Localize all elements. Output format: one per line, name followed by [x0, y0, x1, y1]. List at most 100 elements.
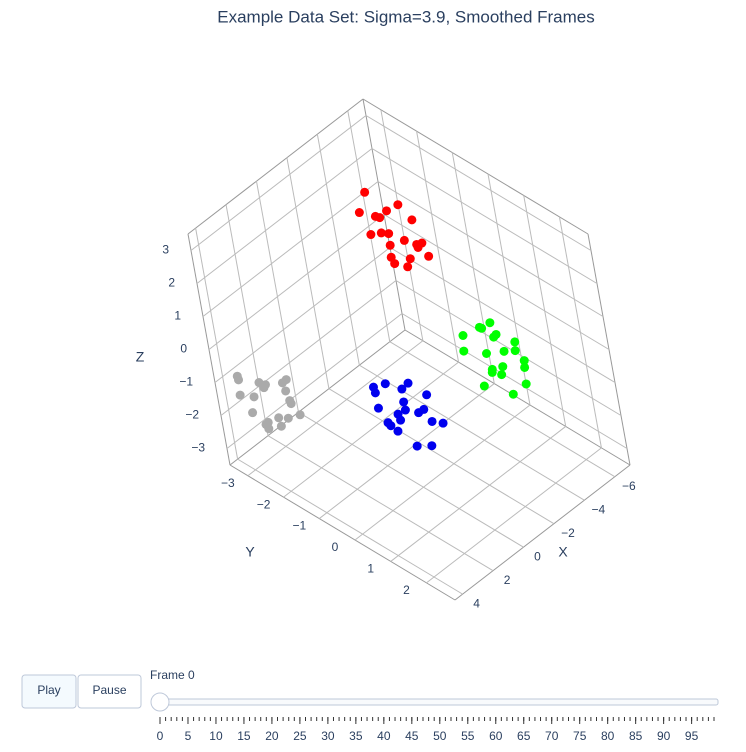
data-point — [382, 206, 392, 216]
grid-line — [426, 447, 602, 584]
z-tick-label: −1 — [179, 375, 193, 389]
slider-tick-label: 25 — [293, 729, 307, 743]
y-tick-label: −1 — [292, 519, 306, 533]
y-tick-label: 2 — [403, 583, 410, 597]
data-point — [249, 392, 259, 402]
grid-line — [247, 340, 424, 477]
x-tick-label: −2 — [561, 526, 575, 540]
data-point — [383, 418, 393, 428]
data-point — [485, 318, 495, 328]
slider-tick-label: 0 — [157, 729, 164, 743]
grid-line — [237, 458, 463, 595]
z-tick-label: 0 — [180, 342, 187, 356]
box-edge — [229, 464, 456, 601]
x-tick-label: 2 — [504, 573, 511, 587]
slider-tick-label: 30 — [321, 729, 335, 743]
y-tick-label: −3 — [221, 476, 235, 490]
data-point — [370, 211, 380, 221]
grid-line — [371, 148, 598, 284]
grid-line — [389, 247, 616, 383]
scene: −6 −4 −2 0 2 4 −3 −2 −1 0 1 2 −3 −2 −1 0 1 2 3 X Y Z — [136, 98, 636, 610]
data-point — [424, 251, 434, 261]
grid-line — [220, 280, 397, 416]
x-tick-label: −6 — [622, 479, 636, 493]
data-point — [397, 384, 407, 394]
grid-line — [390, 426, 567, 562]
data-point — [376, 228, 386, 238]
slider-tick-label: 60 — [489, 729, 503, 743]
data-point — [427, 441, 437, 451]
x-tick-label: 0 — [534, 549, 541, 563]
data-point — [458, 331, 468, 341]
data-point — [499, 346, 509, 356]
slider-tick-label: 40 — [377, 729, 391, 743]
slider-handle[interactable] — [150, 692, 170, 712]
z-tick-label: 2 — [168, 276, 175, 290]
data-point — [403, 262, 413, 272]
data-point — [360, 187, 370, 197]
slider-tick-label: 10 — [209, 729, 223, 743]
grid-line — [389, 341, 616, 478]
box-edge — [454, 464, 631, 601]
y-axis-title: Y — [245, 544, 255, 560]
data-point — [417, 238, 427, 248]
data-point — [384, 229, 394, 239]
slider-current-label: Frame 0 — [150, 668, 195, 682]
button-box[interactable] — [21, 674, 77, 709]
data-point — [414, 408, 424, 418]
data-point — [510, 346, 520, 356]
slider-tick-label: 5 — [185, 729, 192, 743]
data-point — [263, 417, 273, 427]
slider-tick-label: 70 — [545, 729, 559, 743]
button-box[interactable] — [77, 674, 142, 709]
data-point — [491, 329, 501, 339]
data-point — [283, 413, 293, 423]
button[interactable]: Pause — [77, 674, 142, 709]
grid-line — [383, 214, 610, 350]
slider-tick-label: 95 — [685, 729, 699, 743]
grid-line — [208, 214, 385, 350]
grid-line — [318, 383, 495, 519]
data-point — [498, 362, 508, 372]
data-point — [407, 215, 417, 225]
button-label[interactable]: Play — [37, 683, 60, 697]
z-tick-label: −2 — [185, 408, 199, 422]
x-tick-label: 4 — [473, 596, 480, 610]
data-point — [399, 235, 409, 245]
slider-track[interactable] — [155, 698, 719, 706]
data-point — [474, 322, 484, 332]
data-point — [232, 371, 242, 381]
slider-tick-label: 20 — [265, 729, 279, 743]
grid-line — [214, 247, 391, 383]
data-point — [370, 388, 380, 398]
data-point — [235, 390, 245, 400]
grid-line — [365, 115, 592, 251]
button-label[interactable]: Pause — [92, 683, 126, 697]
grid-line — [328, 388, 555, 525]
data-point — [510, 337, 520, 347]
data-point — [393, 409, 403, 419]
data-point — [380, 379, 390, 389]
button[interactable]: Play — [21, 674, 77, 709]
z-axis-title: Z — [136, 349, 145, 365]
z-tick-label: 3 — [162, 243, 169, 257]
data-point — [497, 370, 507, 380]
slider-tick-label: 45 — [405, 729, 419, 743]
box-edge — [187, 98, 364, 235]
data-point — [286, 399, 296, 409]
data-point — [354, 208, 364, 218]
data-point — [373, 403, 383, 413]
data-point — [295, 410, 305, 420]
slider-tick-label: 75 — [573, 729, 587, 743]
slider-tick-label: 90 — [657, 729, 671, 743]
slider-tick-label: 65 — [517, 729, 531, 743]
z-tick-label: 1 — [174, 309, 181, 323]
grid-line — [359, 364, 585, 501]
data-point — [390, 259, 400, 269]
grid-line — [354, 404, 531, 541]
x-tick-label: −4 — [592, 502, 606, 516]
data-point — [403, 378, 413, 388]
grid-line — [196, 148, 373, 284]
data-point — [520, 362, 530, 372]
